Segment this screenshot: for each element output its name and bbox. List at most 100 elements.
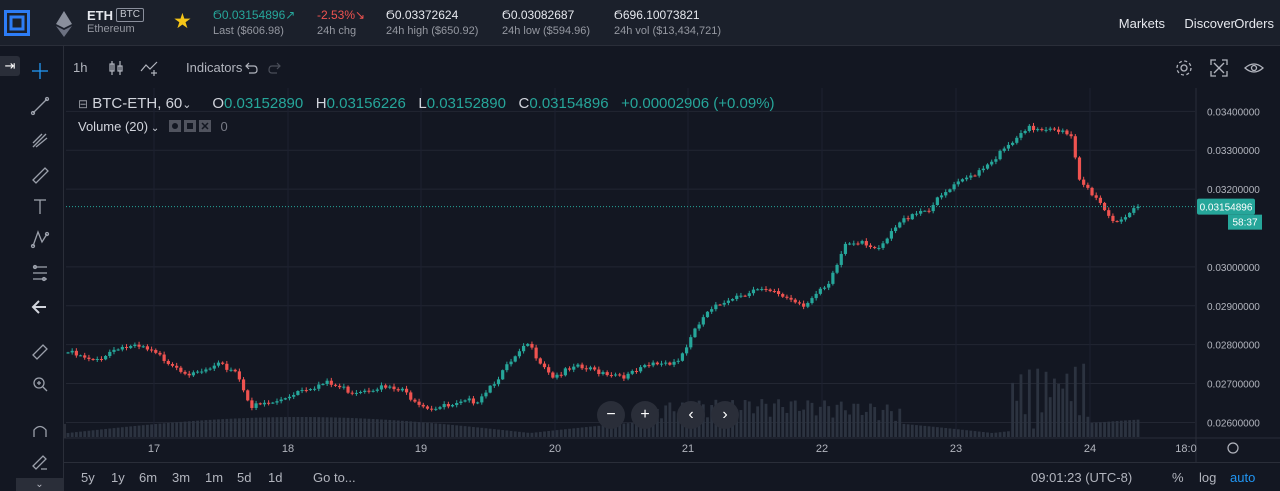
candle-body: [547, 367, 551, 373]
axis-settings-icon[interactable]: [1227, 442, 1239, 454]
range-3m[interactable]: 3m: [172, 470, 191, 485]
volume-dropdown-icon[interactable]: ⌄: [148, 123, 160, 134]
range-5y[interactable]: 5y: [81, 470, 95, 485]
low-value: Ϭ0.03082687: [502, 8, 575, 22]
candle-style-icon[interactable]: [108, 60, 124, 76]
toggle-sidebar-icon[interactable]: ⇥: [0, 56, 20, 76]
magnet-icon[interactable]: [33, 425, 47, 438]
range-1y[interactable]: 1y: [111, 470, 125, 485]
scroll-left-button[interactable]: ‹: [677, 401, 705, 429]
volume-bar: [622, 423, 626, 437]
candle-body: [338, 385, 342, 388]
price-chart[interactable]: 0.03400000 0.03300000 0.03200000 0.03000000…: [0, 0, 1280, 462]
brush-icon[interactable]: [32, 167, 49, 184]
candle-body: [785, 296, 789, 298]
volume-bar: [802, 409, 806, 437]
candle-body: [354, 392, 358, 394]
volume-bar: [844, 410, 847, 437]
volume-bar: [735, 409, 739, 437]
range-5d[interactable]: 5d: [237, 470, 252, 485]
redo-icon[interactable]: [268, 60, 284, 76]
sidebar-collapse-icon[interactable]: ⌄: [16, 478, 63, 491]
volume-bar: [505, 430, 509, 437]
fullscreen-icon[interactable]: [1210, 59, 1228, 77]
candle-body: [781, 294, 785, 297]
volume-bar: [413, 421, 417, 437]
nav-markets[interactable]: Markets: [1118, 16, 1165, 31]
visibility-eye-icon[interactable]: [1244, 60, 1264, 76]
pitchfork-icon[interactable]: [32, 133, 48, 148]
candle-body: [538, 358, 542, 364]
symbol-dropdown-icon[interactable]: ⌄: [182, 99, 192, 111]
interval-button[interactable]: 1h: [73, 60, 88, 75]
ruler-icon[interactable]: [32, 344, 48, 360]
candle-body: [1094, 195, 1098, 198]
range-6m[interactable]: 6m: [139, 470, 158, 485]
candle-body: [216, 362, 221, 366]
candle-body: [87, 357, 91, 359]
candle-body: [1077, 157, 1082, 180]
volume-bar: [187, 421, 191, 437]
candle-body: [375, 389, 379, 391]
text-icon[interactable]: [34, 199, 46, 214]
volume-bar: [547, 431, 551, 437]
logo-icon[interactable]: [4, 10, 30, 36]
candle-body: [262, 402, 267, 405]
indicators-button[interactable]: Indicators: [186, 60, 243, 75]
volume-bar: [158, 423, 162, 437]
candle-body: [889, 231, 893, 239]
indicators-icon[interactable]: [140, 59, 160, 77]
volume-bar: [910, 424, 914, 437]
timezone-clock[interactable]: 09:01:23 (UTC-8): [1031, 470, 1133, 485]
volume-bar: [263, 417, 266, 437]
back-arrow-icon[interactable]: [31, 300, 46, 314]
volume-bar: [467, 426, 471, 437]
log-scale-button[interactable]: log: [1199, 470, 1217, 485]
volume-bar: [1032, 428, 1035, 437]
lock-draw-icon[interactable]: [32, 455, 47, 470]
candle-body: [104, 356, 108, 360]
candle-body: [580, 364, 584, 369]
volume-controls-icon[interactable]: [168, 120, 211, 132]
volume-bar: [940, 427, 943, 437]
candle-body: [1006, 144, 1011, 149]
pair-base[interactable]: ETH: [87, 8, 113, 23]
zoom-in-icon[interactable]: [33, 377, 48, 392]
pattern-icon[interactable]: [30, 230, 50, 249]
prediction-icon[interactable]: [32, 264, 47, 282]
volume-bar: [747, 401, 751, 437]
collapse-legend-icon[interactable]: ⊟: [78, 97, 89, 111]
volume-bar: [233, 418, 237, 437]
undo-icon[interactable]: [242, 60, 258, 76]
range-1d[interactable]: 1d: [268, 470, 283, 485]
volume-bar: [915, 425, 918, 437]
pair-quote-badge[interactable]: BTC: [116, 8, 144, 22]
zoom-out-button[interactable]: −: [597, 401, 625, 429]
symbol-label[interactable]: BTC-ETH, 60: [92, 95, 183, 112]
volume-bar: [1086, 416, 1090, 437]
settings-gear-icon[interactable]: [1174, 58, 1194, 78]
volume-bar: [321, 417, 325, 437]
zoom-in-button[interactable]: +: [631, 401, 659, 429]
candle-body: [296, 391, 300, 395]
candle-body: [881, 243, 885, 248]
volume-bar: [998, 432, 1002, 437]
volume-label-legend[interactable]: Volume (20): [78, 119, 149, 134]
favorite-star-icon[interactable]: ★: [173, 10, 192, 33]
go-to-date-button[interactable]: Go to...: [313, 470, 356, 485]
nav-discover[interactable]: Discover: [1184, 16, 1235, 31]
candle-body: [739, 295, 743, 297]
volume-bar: [1094, 422, 1098, 437]
trend-line-icon[interactable]: [30, 96, 50, 116]
auto-scale-button[interactable]: auto: [1230, 470, 1256, 485]
candle-body: [902, 218, 906, 223]
scroll-right-button[interactable]: ›: [711, 401, 739, 429]
nav-orders[interactable]: Orders: [1234, 16, 1274, 31]
range-1m[interactable]: 1m: [205, 470, 224, 485]
volume-bar: [864, 411, 868, 437]
percent-scale-button[interactable]: %: [1172, 470, 1184, 485]
candle-body: [195, 371, 200, 373]
crosshair-icon[interactable]: [32, 63, 48, 79]
volume-bar: [463, 426, 467, 437]
candle-body: [409, 392, 413, 400]
